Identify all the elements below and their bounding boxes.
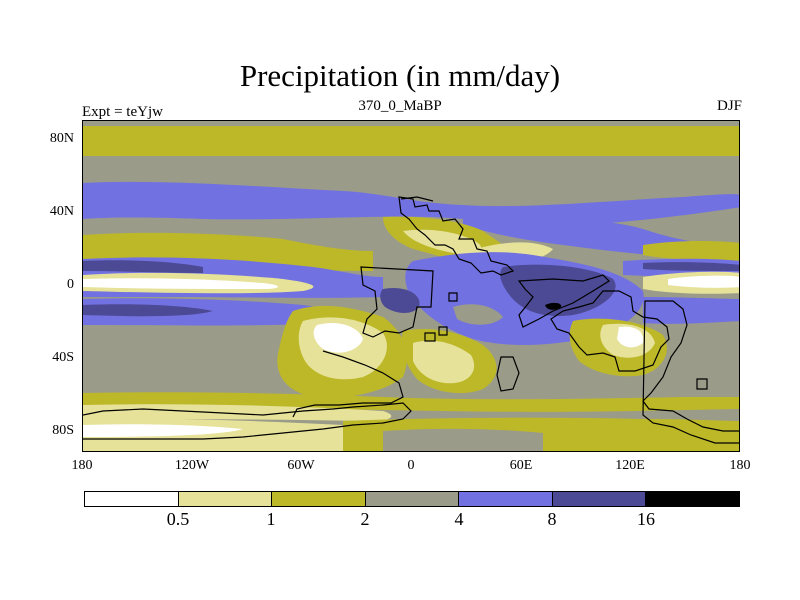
outline-africa-south [496,356,520,392]
field-med-pale [403,229,482,255]
lat-label-40s: 40S [52,350,74,365]
field-aus-white [617,326,644,348]
outline-north-bar [400,196,434,202]
field-sh-pale-band [83,404,392,422]
colorbar-label-1: 1 [266,509,276,529]
colorbar-segment-3 [365,492,460,506]
lat-label-40n: 40N [49,204,74,219]
lon-label-0: 0 [407,458,415,473]
field-center-black [545,302,562,310]
field-itcz-dark-east [643,262,739,271]
lon-label-120e: 120E [615,458,645,473]
outline-pacific-isle [696,378,708,390]
map-title: Precipitation (in mm/day) [239,58,561,93]
field-antarctic-gray [383,428,543,451]
colorbar-label-0-5: 0.5 [166,509,190,529]
field-eq-white-east [668,275,739,288]
field-center-gray-island [453,304,503,325]
lat-label-0: 0 [67,277,74,292]
lon-label-120w: 120W [174,458,210,473]
field-sa-white [313,322,363,353]
colorbar-segment-1 [178,492,273,506]
experiment-label: Expt = teYjw [82,104,163,120]
colorbar [84,491,740,507]
lat-label-80n: 80N [49,131,74,146]
colorbar-segment-4 [459,492,553,506]
lon-label-180w: 180 [71,458,93,473]
colorbar-segment-5 [552,492,647,506]
field-sh-dark-west [83,304,213,317]
field-eq-white-west [83,278,278,289]
colorbar-segment-6 [646,492,740,506]
colorbar-label-8: 8 [547,509,557,529]
outline-aus [642,300,739,444]
outline-gondwana-east [517,274,610,328]
colorbar-label-2: 2 [360,509,370,529]
lat-label-80s: 80S [52,423,74,438]
field-nh-stormtrack [83,181,739,226]
map-plot [83,121,739,451]
continent-outlines [83,196,739,444]
outline-equator-block [360,266,434,338]
field-center-darker [380,287,420,313]
lon-label-180e: 180 [729,458,751,473]
field-africa-pale [413,340,475,384]
outline-central-isles [424,292,458,342]
outline-antarctic [83,402,412,440]
outline-sa-south [292,350,404,418]
season-label: DJF [716,98,742,114]
colorbar-segment-2 [272,492,366,506]
field-east-olive [643,241,739,261]
field-arctic-gray [83,156,739,168]
field-arctic-olive [83,126,739,156]
field-sh-blue-east [643,297,739,324]
colorbar-label-4: 4 [454,509,464,529]
period-label: 370_0_MaBP [358,98,442,114]
outline-asia-east [550,290,670,372]
lon-label-60w: 60W [287,458,315,473]
colorbar-label-16: 16 [637,509,655,529]
field-antarctic-white [83,424,243,437]
precipitation-map [82,120,740,452]
colorbar-segment-0 [85,492,179,506]
field-itcz-dark-west [83,260,203,273]
lon-label-60e: 60E [509,458,533,473]
outline-laurasia [398,196,515,276]
